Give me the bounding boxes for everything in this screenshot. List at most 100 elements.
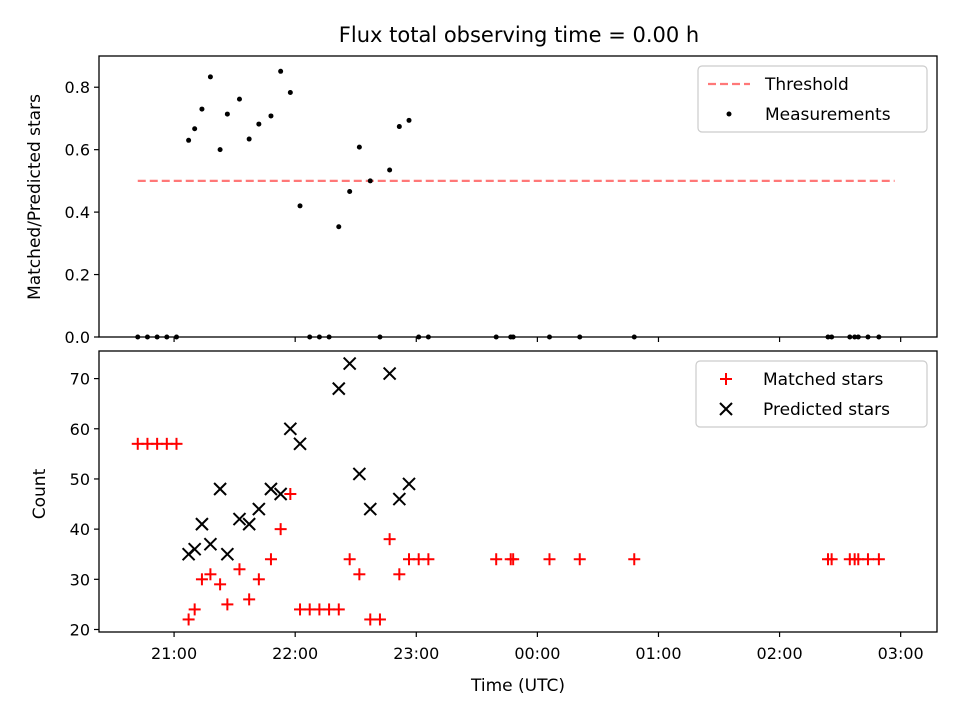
ratio-y-tick-label: 0.0: [65, 328, 90, 347]
predicted-stars-point: [213, 482, 227, 496]
ratio-chart-title: Flux total observing time = 0.00 h: [339, 23, 699, 47]
matched-stars-point: [332, 603, 345, 616]
predicted-stars-point: [332, 381, 346, 396]
count-x-axis-label: Time (UTC): [470, 676, 565, 696]
count-plot-frame: [98, 350, 938, 633]
matched-stars-point: [284, 488, 297, 501]
count-y-tick-label: 60: [70, 420, 90, 439]
matched-stars-point: [383, 533, 396, 546]
matched-stars-point: [221, 598, 234, 611]
matched-stars-point: [252, 573, 265, 586]
predicted-stars-point: [264, 482, 278, 496]
measurement-point: [387, 167, 393, 173]
matched-stars-point: [422, 553, 435, 566]
predicted-stars-point: [352, 467, 367, 481]
predicted-stars-point: [402, 477, 416, 491]
ratio-y-axis-label: Matched/Predicted stars: [25, 94, 45, 300]
matched-stars-point: [353, 568, 366, 581]
count-x-tick-label: 02:00: [757, 644, 803, 663]
measurements-legend-swatch: [726, 111, 732, 117]
measurement-point: [287, 90, 293, 96]
matched-stars-point: [188, 603, 201, 616]
measurement-point: [396, 124, 402, 130]
count-x-tick-label: 21:00: [151, 644, 197, 663]
predicted-stars-point: [382, 366, 397, 381]
ratio-y-tick-label: 0.2: [65, 266, 90, 285]
matched-stars-point: [170, 437, 183, 450]
count-legend-box: [695, 360, 928, 428]
count-x-tick-label: 03:00: [878, 644, 924, 663]
predicted-stars-point: [203, 537, 218, 551]
measurement-point: [256, 121, 262, 127]
measurement-point: [347, 189, 353, 195]
ratio-y-tick-label: 0.8: [65, 78, 90, 97]
measurement-point: [356, 144, 362, 150]
measurement-point: [192, 126, 198, 132]
predicted-stars-point: [242, 517, 256, 531]
matched-stars-point: [507, 553, 520, 566]
measurement-point: [217, 147, 223, 153]
matched-stars-point: [214, 578, 227, 591]
predicted-stars-point: [252, 502, 266, 516]
measurement-point: [278, 68, 284, 74]
matched-stars-point: [628, 553, 641, 566]
measurement-point: [246, 136, 252, 142]
measurement-point: [199, 106, 205, 112]
ratio-plot-frame: [98, 55, 938, 338]
measurement-point: [207, 74, 213, 80]
count-y-tick-label: 30: [70, 570, 90, 589]
count-plot-area: 20 30 40 50 60 70 21:00 22:00 23:00 00:00 01:00 02:…: [70, 356, 924, 663]
ratio-panel: Flux total observing time = 0.00 h Match…: [25, 23, 938, 347]
matched-stars-point: [343, 553, 356, 566]
predicted-stars-point: [363, 502, 377, 516]
matched-stars-point: [861, 553, 874, 566]
matched-stars-point: [243, 593, 256, 606]
measurement-point: [224, 111, 230, 117]
measurement-point: [236, 96, 242, 102]
measurement-point: [186, 137, 192, 143]
predicted-stars-point: [342, 356, 357, 371]
count-x-tick-label: 22:00: [272, 644, 318, 663]
count-legend-label-predicted: Predicted stars: [763, 400, 890, 420]
count-legend-label-matched: Matched stars: [763, 370, 883, 390]
matched-stars-point: [373, 613, 386, 626]
predicted-stars-point: [273, 487, 288, 501]
count-x-tick-label: 23:00: [393, 644, 439, 663]
ratio-legend-box: [697, 65, 928, 133]
count-y-tick-label: 20: [70, 620, 90, 639]
measurement-point: [336, 224, 342, 230]
measurement-point: [297, 203, 303, 209]
ratio-y-tick-label: 0.6: [65, 141, 90, 160]
predicted-stars-point: [392, 492, 407, 506]
predicted-stars-point: [195, 517, 209, 531]
matched-stars-point: [195, 573, 208, 586]
matched-legend-swatch: [720, 373, 732, 385]
count-y-tick-label: 70: [70, 370, 90, 389]
matched-stars-point: [573, 553, 586, 566]
count-x-tick-label: 00:00: [514, 644, 560, 663]
ratio-legend: Threshold Measurements: [697, 65, 928, 133]
count-x-tick-label: 01:00: [635, 644, 681, 663]
count-y-tick-label: 50: [70, 470, 90, 489]
matched-stars-point: [264, 553, 277, 566]
matched-stars-point: [543, 553, 556, 566]
matched-stars-point: [825, 553, 838, 566]
ratio-legend-label-threshold: Threshold: [764, 75, 849, 95]
matched-stars-point: [872, 553, 885, 566]
count-y-tick-label: 40: [70, 520, 90, 539]
matched-stars-point: [233, 563, 246, 576]
matched-stars-point: [490, 553, 503, 566]
measurement-point: [367, 178, 373, 184]
matched-stars-point: [182, 613, 195, 626]
predicted-stars-point: [283, 422, 298, 436]
ratio-y-tick-label: 0.4: [65, 203, 90, 222]
ratio-plot-area: 0.0 0.2 0.4 0.6 0.8: [65, 68, 902, 347]
predicted-legend-swatch: [719, 402, 733, 416]
matched-stars-point: [274, 523, 287, 536]
predicted-stars-point: [293, 437, 307, 451]
matched-stars-point: [204, 568, 217, 581]
predicted-stars-point: [187, 542, 202, 556]
predicted-stars-point: [232, 512, 247, 526]
